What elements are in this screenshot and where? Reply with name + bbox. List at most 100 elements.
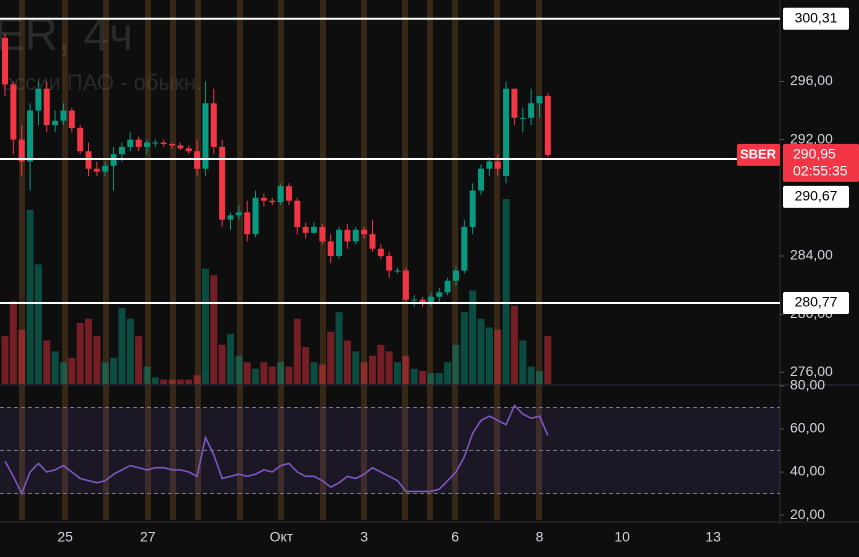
- session-stripe: [19, 0, 25, 520]
- volume-bar: [544, 336, 552, 384]
- last-price-label: 290,95: [793, 146, 836, 162]
- candle-body: [43, 88, 50, 126]
- candle-body: [285, 186, 292, 201]
- volume-bar: [268, 366, 276, 384]
- last-price-box: [783, 143, 859, 182]
- volume-bar: [34, 264, 42, 384]
- volume-bar: [460, 312, 468, 384]
- session-stripe: [452, 0, 458, 520]
- level-label-box: [783, 291, 849, 314]
- session-stripe: [103, 0, 109, 520]
- volume-bar: [402, 355, 410, 384]
- candle-body: [18, 139, 25, 162]
- session-stripe: [237, 0, 243, 520]
- candle-body: [244, 212, 251, 235]
- volume-bar: [210, 275, 218, 384]
- x-tick-label: 13: [705, 529, 721, 545]
- volume-bar: [502, 199, 510, 384]
- candle-body: [386, 256, 393, 271]
- candle-body: [411, 299, 418, 301]
- candle-body: [60, 110, 67, 121]
- volume-bar: [352, 351, 360, 384]
- y-tick-label: 284,00: [790, 247, 833, 263]
- volume-bar: [368, 355, 376, 384]
- candle-body: [27, 110, 34, 162]
- candle-body: [444, 280, 451, 293]
- x-tick-label: 25: [57, 529, 73, 545]
- volume-bar: [410, 368, 418, 384]
- candle-body: [311, 226, 318, 233]
- volume-bar: [519, 340, 527, 384]
- candle-body: [327, 241, 334, 256]
- level-label: 300,31: [795, 9, 838, 25]
- candle-body: [85, 151, 92, 169]
- volume-bar: [510, 305, 518, 384]
- candle-body: [336, 229, 343, 256]
- volume-bar: [360, 362, 368, 384]
- volume-bar: [151, 377, 159, 384]
- x-tick-label: 3: [360, 529, 368, 545]
- volume-bar: [452, 344, 460, 384]
- level-label-box: [783, 7, 849, 30]
- session-stripe: [427, 0, 433, 520]
- volume-bar: [302, 347, 310, 384]
- candle-body: [260, 197, 267, 201]
- candle-body: [127, 139, 134, 147]
- volume-bar: [485, 327, 493, 384]
- volume-bar: [469, 290, 477, 384]
- candle-body: [177, 145, 184, 149]
- candle-body: [319, 226, 326, 242]
- countdown: 02:55:35: [793, 163, 848, 179]
- candle-body: [486, 161, 493, 169]
- volume-bar: [9, 301, 17, 384]
- volume-bar: [160, 379, 168, 384]
- candle-body: [52, 120, 59, 126]
- watermark-title: ER, 4ч: [0, 8, 133, 60]
- candle-body: [235, 212, 242, 216]
- volume-bar: [377, 344, 385, 384]
- volume-bar: [235, 355, 243, 384]
- y-tick-label: 292,00: [790, 130, 833, 146]
- session-stripe: [536, 0, 542, 520]
- candle-body: [152, 142, 159, 144]
- candle-body: [294, 200, 301, 227]
- candle-body: [10, 84, 17, 140]
- session-stripe: [145, 0, 151, 520]
- candle-body: [219, 146, 226, 220]
- volume-bar: [343, 340, 351, 384]
- candle-body: [169, 144, 176, 146]
- volume-bar: [310, 362, 318, 384]
- volume-bar: [168, 379, 176, 384]
- session-stripe: [361, 0, 367, 520]
- candle-body: [402, 270, 409, 300]
- volume-bar: [494, 329, 502, 384]
- candle-body: [419, 299, 426, 303]
- candle-body: [528, 103, 535, 118]
- volume-bar: [527, 366, 535, 384]
- candle-body: [503, 88, 510, 176]
- volume-bar: [435, 373, 443, 384]
- volume-bar: [18, 329, 26, 384]
- candle-body: [185, 148, 192, 152]
- candle-body: [536, 96, 543, 104]
- volume-bar: [293, 318, 301, 384]
- session-stripe: [320, 0, 326, 520]
- candle-body: [511, 88, 518, 118]
- rsi-line: [4, 403, 549, 496]
- volume-bar: [26, 209, 34, 384]
- candle-body: [369, 234, 376, 249]
- volume-bar: [43, 340, 51, 384]
- candle-body: [361, 229, 368, 235]
- session-stripe: [402, 0, 408, 520]
- volume-bar: [427, 373, 435, 384]
- candle-body: [519, 117, 526, 119]
- volume-bar: [93, 336, 101, 384]
- candle-body: [143, 142, 150, 147]
- candle-body: [135, 139, 142, 147]
- symbol-box: [737, 143, 780, 166]
- volume-bar: [126, 318, 134, 384]
- candle-body: [377, 248, 384, 256]
- x-tick-label: 6: [451, 529, 459, 545]
- volume-bar: [143, 366, 151, 384]
- candle-body: [452, 270, 459, 281]
